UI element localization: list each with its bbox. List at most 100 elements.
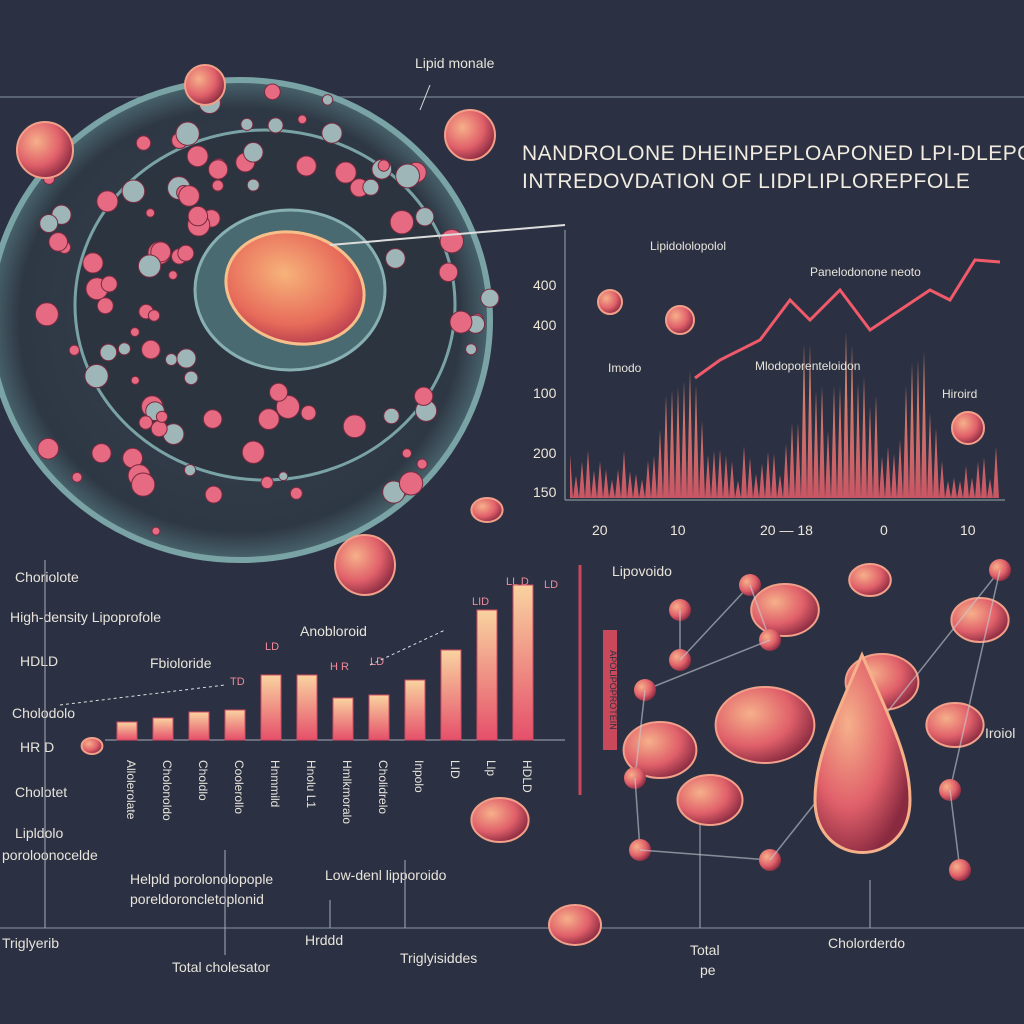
droplet: [951, 411, 985, 445]
drop: [813, 651, 912, 854]
droplet: [183, 464, 197, 477]
label: Lipldolo: [15, 825, 63, 841]
label: H R: [330, 661, 349, 673]
label: Triglyisiddes: [400, 950, 477, 966]
droplet: [141, 339, 161, 360]
droplet: [297, 114, 308, 125]
droplet: [176, 348, 197, 369]
label: Iroiol: [985, 725, 1015, 741]
bar: [368, 694, 390, 741]
label: Total cholesator: [172, 959, 270, 975]
droplet: [438, 262, 459, 283]
label: TD: [230, 676, 245, 688]
droplet: [71, 471, 83, 483]
bar: [440, 649, 462, 741]
label: Hrddd: [305, 932, 343, 948]
x-label: 10: [670, 522, 686, 538]
droplet: [16, 121, 74, 179]
label: Hiroird: [942, 387, 977, 401]
droplet: [150, 420, 168, 438]
lipoprotein: [548, 904, 602, 946]
droplet: [246, 178, 260, 192]
x-label: 0: [880, 522, 888, 538]
droplet: [34, 302, 59, 327]
y-label: 100: [533, 385, 557, 401]
droplet: [117, 342, 131, 356]
droplet: [168, 270, 178, 280]
droplet: [278, 471, 289, 482]
droplet: [208, 159, 229, 180]
atom: [949, 859, 971, 881]
droplet: [202, 409, 223, 429]
droplet: [68, 344, 80, 356]
droplet: [96, 297, 114, 315]
label: Total: [690, 942, 720, 958]
bond: [679, 584, 751, 661]
droplet: [395, 163, 421, 189]
label: poroloonocelde: [2, 847, 98, 863]
droplet: [300, 405, 317, 421]
pointer: [369, 629, 446, 666]
label: LD: [544, 579, 558, 591]
droplet: [138, 415, 153, 430]
lipoprotein: [622, 721, 698, 779]
area: [570, 331, 999, 498]
droplet: [342, 414, 367, 439]
droplet: [242, 141, 264, 163]
pointer: [419, 84, 431, 111]
x-label: Cholidrelo: [376, 760, 390, 814]
droplet: [444, 109, 496, 161]
lipoprotein: [925, 702, 985, 748]
droplet: [155, 410, 169, 423]
label: Cholorderdo: [828, 935, 905, 951]
droplet: [183, 370, 199, 386]
lipoprotein: [714, 686, 816, 764]
pointer: [59, 684, 226, 706]
droplet: [164, 353, 178, 366]
droplet: [383, 407, 400, 425]
droplet: [321, 94, 334, 106]
x-label: Llp: [484, 760, 498, 776]
bar: [512, 584, 534, 741]
x-label: Hmlkmoralo: [340, 760, 354, 824]
bond: [639, 849, 771, 861]
droplet: [321, 122, 343, 144]
droplet: [187, 205, 209, 227]
droplet: [416, 458, 428, 470]
droplet: [99, 343, 118, 362]
label: poreldoroncletoplonid: [130, 891, 264, 907]
droplet: [398, 471, 424, 496]
bar: [152, 717, 174, 741]
x-label: Inpolo: [412, 760, 426, 793]
droplet: [211, 179, 224, 192]
label: High-density Lipoprofole: [10, 609, 161, 625]
droplet: [204, 485, 223, 504]
label: Cholotet: [15, 784, 67, 800]
x-label: 10: [960, 522, 976, 538]
droplet: [597, 289, 623, 315]
droplet: [177, 244, 195, 262]
trace: [694, 258, 1001, 380]
droplet: [377, 159, 390, 172]
bond: [949, 789, 961, 871]
droplet: [385, 248, 406, 269]
x-label: 20: [592, 522, 608, 538]
droplet: [145, 208, 156, 218]
title: INTREDOVDATION OF LIDPLIPLOREPFOLE: [522, 170, 970, 193]
label: Cholodolo: [12, 705, 75, 721]
droplet: [240, 117, 254, 131]
droplet: [665, 305, 695, 335]
droplet: [39, 213, 59, 234]
lipoprotein: [470, 497, 504, 523]
bar: [188, 711, 210, 741]
droplet: [257, 408, 280, 431]
label: Helpld porolonolopople: [130, 871, 273, 887]
lipoprotein: [676, 774, 744, 826]
droplet: [465, 343, 478, 356]
droplet: [241, 440, 265, 464]
bond: [949, 569, 1001, 791]
x-label: LID: [448, 760, 462, 779]
lipoprotein: [848, 563, 892, 597]
title: NANDROLONE DHEINPEPLOAPONED LPI-DLEPOFCI…: [522, 142, 1024, 165]
droplet: [147, 309, 161, 322]
